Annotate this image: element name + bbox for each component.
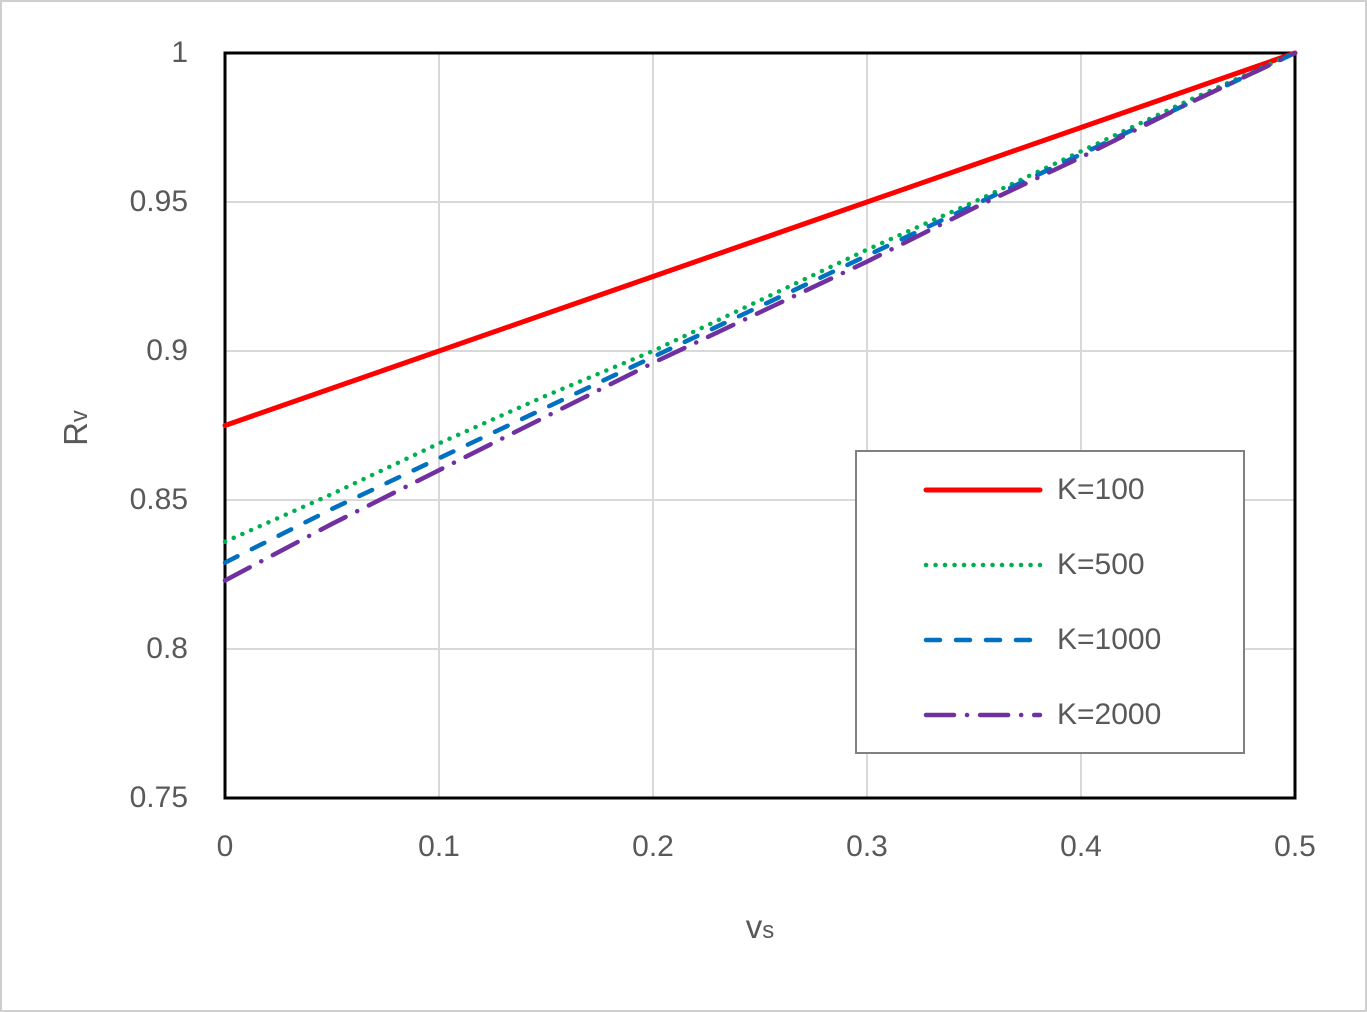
legend-line-sample-dashdot-icon: [923, 712, 1043, 717]
y-tick-label: 0.95: [129, 185, 188, 218]
x-axis-title: vs: [746, 908, 775, 946]
series-line-K=100: [222, 50, 1298, 428]
y-tick-label: 0.85: [129, 483, 188, 516]
y-axis-title-main: R: [57, 422, 94, 446]
legend-item: K=100: [923, 472, 1243, 506]
y-tick-label: 1: [171, 36, 188, 69]
legend-label: K=1000: [1057, 622, 1162, 656]
legend: K=100 K=500 K=1000 K=2000: [855, 450, 1245, 754]
y-tick-label: 0.75: [129, 781, 188, 814]
x-tick-label: 0: [216, 830, 234, 863]
x-tick-label: 0.4: [1060, 830, 1102, 863]
legend-item: K=1000: [923, 622, 1243, 656]
legend-label: K=100: [1057, 472, 1145, 506]
legend-label: K=500: [1057, 547, 1145, 581]
legend-line-sample-dotted-icon: [923, 562, 1043, 567]
series-line-K=500: [222, 50, 1298, 544]
x-tick-label: 0.2: [632, 830, 674, 863]
legend-line-sample-solid-icon: [923, 487, 1043, 492]
y-tick-label: 0.8: [146, 632, 188, 665]
x-tick-label: 0.1: [418, 830, 460, 863]
y-tick-label: 0.9: [146, 334, 188, 367]
series-line-K=2000: [222, 50, 1298, 583]
x-tick-label: 0.3: [846, 830, 888, 863]
y-axis-title-sub: v: [66, 410, 93, 423]
legend-item: K=500: [923, 547, 1243, 581]
x-tick-label: 0.5: [1274, 830, 1316, 863]
legend-item: K=2000: [923, 697, 1243, 731]
x-axis-title-main: v: [745, 908, 763, 945]
legend-line-sample-dashed-icon: [923, 637, 1043, 642]
legend-label: K=2000: [1057, 697, 1162, 731]
y-axis-title: Rv: [57, 410, 95, 446]
x-axis-title-sub: s: [762, 917, 775, 944]
